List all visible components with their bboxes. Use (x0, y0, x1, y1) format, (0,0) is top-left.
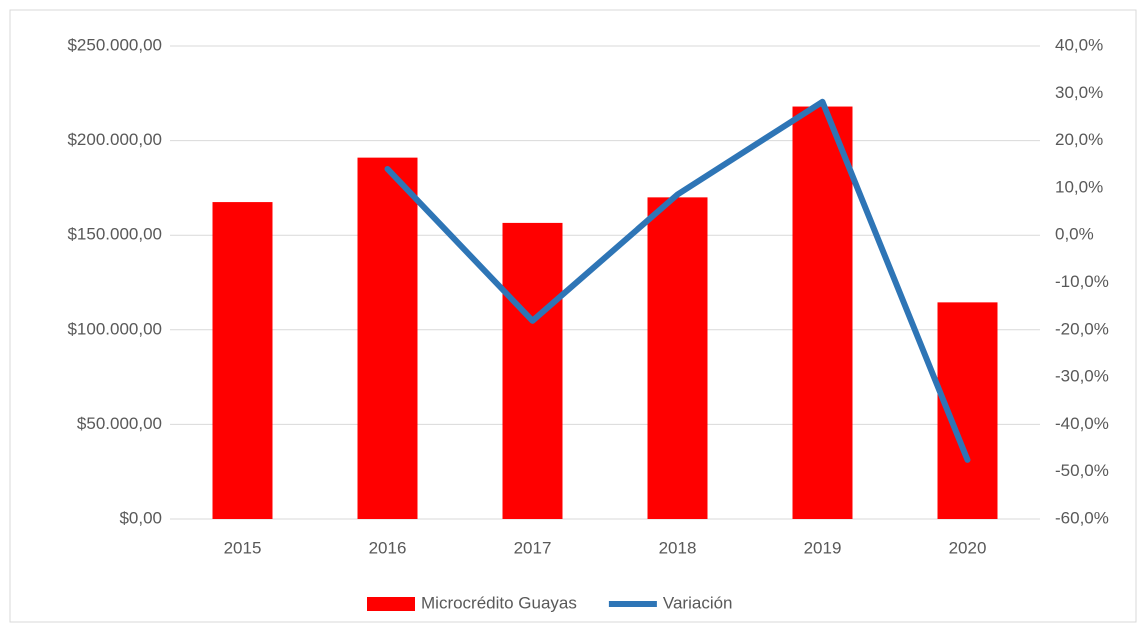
y2-tick-label: 20,0% (1055, 130, 1103, 149)
y2-tick-label: 30,0% (1055, 83, 1103, 102)
y2-tick-label: 40,0% (1055, 35, 1103, 54)
y2-tick-label: -60,0% (1055, 508, 1109, 527)
y2-tick-label: 10,0% (1055, 177, 1103, 196)
y2-tick-label: -40,0% (1055, 414, 1109, 433)
y-tick-label: $0,00 (119, 508, 162, 527)
y-tick-label: $200.000,00 (67, 130, 162, 149)
y2-tick-label: -20,0% (1055, 319, 1109, 338)
y2-tick-label: -10,0% (1055, 272, 1109, 291)
y2-tick-label: 0,0% (1055, 225, 1094, 244)
bar (502, 222, 563, 520)
legend-label: Microcrédito Guayas (421, 593, 577, 612)
x-tick-label: 2017 (514, 538, 552, 557)
y-tick-label: $100.000,00 (67, 319, 162, 338)
x-tick-label: 2019 (804, 538, 842, 557)
legend-swatch (367, 597, 415, 611)
x-tick-label: 2016 (369, 538, 407, 557)
x-tick-label: 2015 (224, 538, 262, 557)
y2-tick-label: -30,0% (1055, 367, 1109, 386)
x-tick-label: 2020 (949, 538, 987, 557)
line (384, 98, 971, 463)
x-tick-label: 2018 (659, 538, 697, 557)
bar (212, 202, 273, 519)
y-tick-label: $250.000,00 (67, 35, 162, 54)
bar (792, 106, 853, 519)
y-tick-label: $50.000,00 (77, 414, 162, 433)
y-tick-label: $150.000,00 (67, 225, 162, 244)
y2-tick-label: -50,0% (1055, 461, 1109, 480)
bar (357, 157, 418, 520)
bar (647, 197, 708, 520)
legend-label: Variación (663, 593, 733, 612)
